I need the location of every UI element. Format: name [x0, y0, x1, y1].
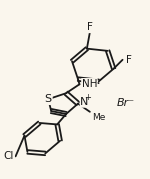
- Text: F: F: [87, 22, 93, 32]
- Text: NH: NH: [82, 79, 97, 89]
- Text: N: N: [80, 97, 89, 107]
- Text: Me: Me: [92, 113, 105, 122]
- Text: S: S: [45, 94, 52, 104]
- Text: F: F: [126, 55, 131, 65]
- Text: Cl: Cl: [4, 151, 14, 161]
- Text: Br⁻: Br⁻: [116, 98, 135, 108]
- Text: +: +: [85, 93, 92, 102]
